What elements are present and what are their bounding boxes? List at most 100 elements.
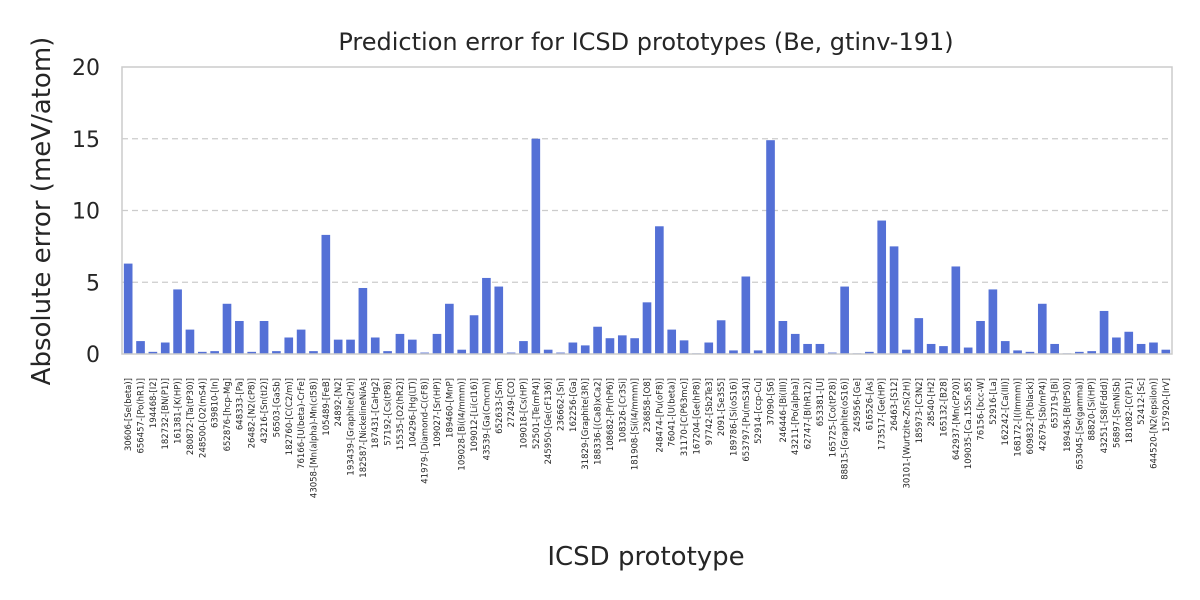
x-tick-label: 248474-[Pu(oF8)]: [655, 378, 665, 453]
x-tick-label: 181908-[Si(I4/mmm)]: [631, 378, 641, 470]
x-tick-label: 652876-[hcp-Mg]: [223, 378, 233, 451]
bar: [136, 341, 145, 354]
x-tick-label: 2091-[Se3S5]: [717, 378, 727, 436]
y-axis-label: Absolute error (meV/atom): [27, 37, 57, 386]
x-tick-label: 43058-[Mn(alpha)-Mn(cI58)]: [309, 378, 319, 498]
x-tick-label: 43539-[Ga(Cmcm)]: [482, 378, 492, 460]
x-tick-label: 656457-[Po(hR1)]: [137, 378, 147, 454]
bar: [630, 338, 639, 354]
bar: [494, 286, 504, 354]
x-tick-label: 193439-[Graphite(2H)]: [347, 378, 357, 476]
bar: [790, 333, 800, 354]
bar: [1124, 331, 1134, 354]
y-tick-label: 20: [72, 56, 100, 81]
x-tick-label: 108682-[Pr(hP6)]: [606, 378, 616, 451]
x-tick-label: 173517-[Ge(HP)]: [878, 378, 888, 450]
x-tick-label: 165725-[Co(tP28)]: [828, 378, 838, 457]
bars: [123, 138, 1171, 354]
x-tick-label: 616526-[As]: [865, 378, 875, 430]
bar: [1075, 351, 1084, 354]
x-tick-label: 653797-[Pu(mS34)]: [742, 378, 752, 462]
x-tick-label: 76041-[U(beta)]: [668, 378, 678, 447]
bar: [173, 289, 182, 354]
x-tick-label: 642937-[Mn(cP20)]: [952, 378, 962, 460]
x-tick-label: 644520-[N2(epsilon)]: [1149, 378, 1159, 469]
bar: [926, 343, 936, 354]
x-tick-label: 246446-[Bi(III)]: [779, 378, 789, 443]
x-tick-label: 182760-[C(C2/m)]: [285, 378, 295, 455]
bar: [667, 329, 677, 354]
x-tick-labels: 30606-[Se(beta)] 656457-[Po(hR1)] 194468-[…: [124, 378, 1172, 498]
bar: [704, 342, 714, 354]
bar: [482, 277, 491, 354]
x-tick-label: 52916-[La]: [989, 378, 999, 425]
bar: [333, 339, 343, 354]
x-tick-label: 52412-[Sc]: [1137, 378, 1147, 425]
x-tick-label: 52501-[Te(mP4)]: [532, 378, 542, 449]
bar: [741, 276, 751, 354]
x-tick-label: 30101-[Wurtzite-ZnS(2H)]: [902, 378, 912, 489]
x-tick-label: 15535-[O2(hR2)]: [396, 378, 406, 450]
bar: [123, 263, 133, 354]
x-tick-label: 57192-[Cs(tP8)]: [384, 378, 394, 446]
y-tick-label: 0: [86, 343, 100, 368]
x-tick-label: 245950-[Ge(cF136)]: [544, 378, 554, 464]
bar: [642, 302, 652, 354]
bar: [358, 287, 368, 354]
x-tick-label: 109028-[Bi(I4/mmm)]: [458, 378, 468, 471]
x-tick-label: 27249-[CO]: [507, 378, 517, 427]
x-tick-label: 653381-[U]: [816, 378, 826, 426]
bar: [889, 246, 899, 354]
x-tick-label: 162256-[Ga]: [569, 378, 579, 432]
x-tick-label: 181082-[C(P1)]: [1125, 378, 1135, 443]
x-tick-label: 42679-[Sb(mP4)]: [1038, 378, 1048, 451]
bar: [963, 347, 973, 354]
x-tick-label: 236662-[Sn]: [557, 378, 567, 431]
x-tick-label: 62747-[B(hR12)]: [804, 378, 814, 449]
x-tick-label: 109027-[Sr(HP)]: [433, 378, 443, 447]
bar: [766, 140, 775, 354]
x-tick-label: 161381-[K(HP)]: [174, 378, 184, 444]
x-tick-label: 31170-[C(P63mc)]: [680, 378, 690, 456]
x-tick-label: 653719-[Bi]: [1051, 378, 1061, 428]
x-tick-label: 26463-[S12]: [890, 378, 900, 431]
bar: [432, 333, 442, 354]
bar: [988, 289, 998, 354]
bar: [729, 350, 738, 354]
x-tick-label: 52914-[ccp-Cu]: [754, 378, 764, 444]
bar: [148, 351, 158, 354]
x-tick-label: 187431-[CaHg2]: [371, 378, 381, 449]
x-tick-label: 248500-[O2(mS4)]: [198, 378, 208, 458]
x-tick-label: 189460-[MnP]: [445, 378, 455, 438]
x-tick-label: 109035-[Ca.15Sn.85]: [964, 378, 974, 469]
bar: [346, 339, 355, 354]
bar: [914, 318, 924, 354]
plot-frame: [121, 66, 1173, 355]
bar: [457, 349, 467, 354]
bar: [185, 329, 195, 354]
x-tick-label: 189436-[B(tP50)]: [1063, 378, 1073, 452]
x-tick-label: 648333-[Pa]: [235, 378, 245, 430]
bar: [235, 320, 244, 354]
x-tick-label: 104296-[Hg(LT)]: [408, 378, 418, 447]
bar: [939, 346, 948, 354]
bar: [247, 351, 257, 354]
x-tick-label: 653045-[Se(gamma)]: [1075, 378, 1085, 470]
x-tick-label: 194468-[I2]: [149, 378, 159, 428]
bar: [1149, 342, 1158, 354]
x-tick-label: 43211-[Po(alpha)]: [791, 378, 801, 455]
bar: [1050, 343, 1059, 354]
bar: [284, 337, 294, 354]
x-tick-label: 167204-[Ge(hP8)]: [692, 378, 702, 455]
bar: [321, 234, 331, 354]
bar: [803, 343, 812, 354]
bar: [197, 351, 207, 354]
bar: [679, 340, 689, 354]
x-tick-label: 31829-[Graphite(3R)]: [581, 378, 591, 470]
x-tick-label: 236858-[O8]: [643, 378, 653, 432]
bar: [1099, 310, 1109, 354]
x-tick-label: 28540-[H2]: [927, 378, 937, 427]
bar: [605, 338, 615, 354]
x-tick-label: 639810-[In]: [211, 378, 221, 428]
bar: [1013, 350, 1022, 354]
